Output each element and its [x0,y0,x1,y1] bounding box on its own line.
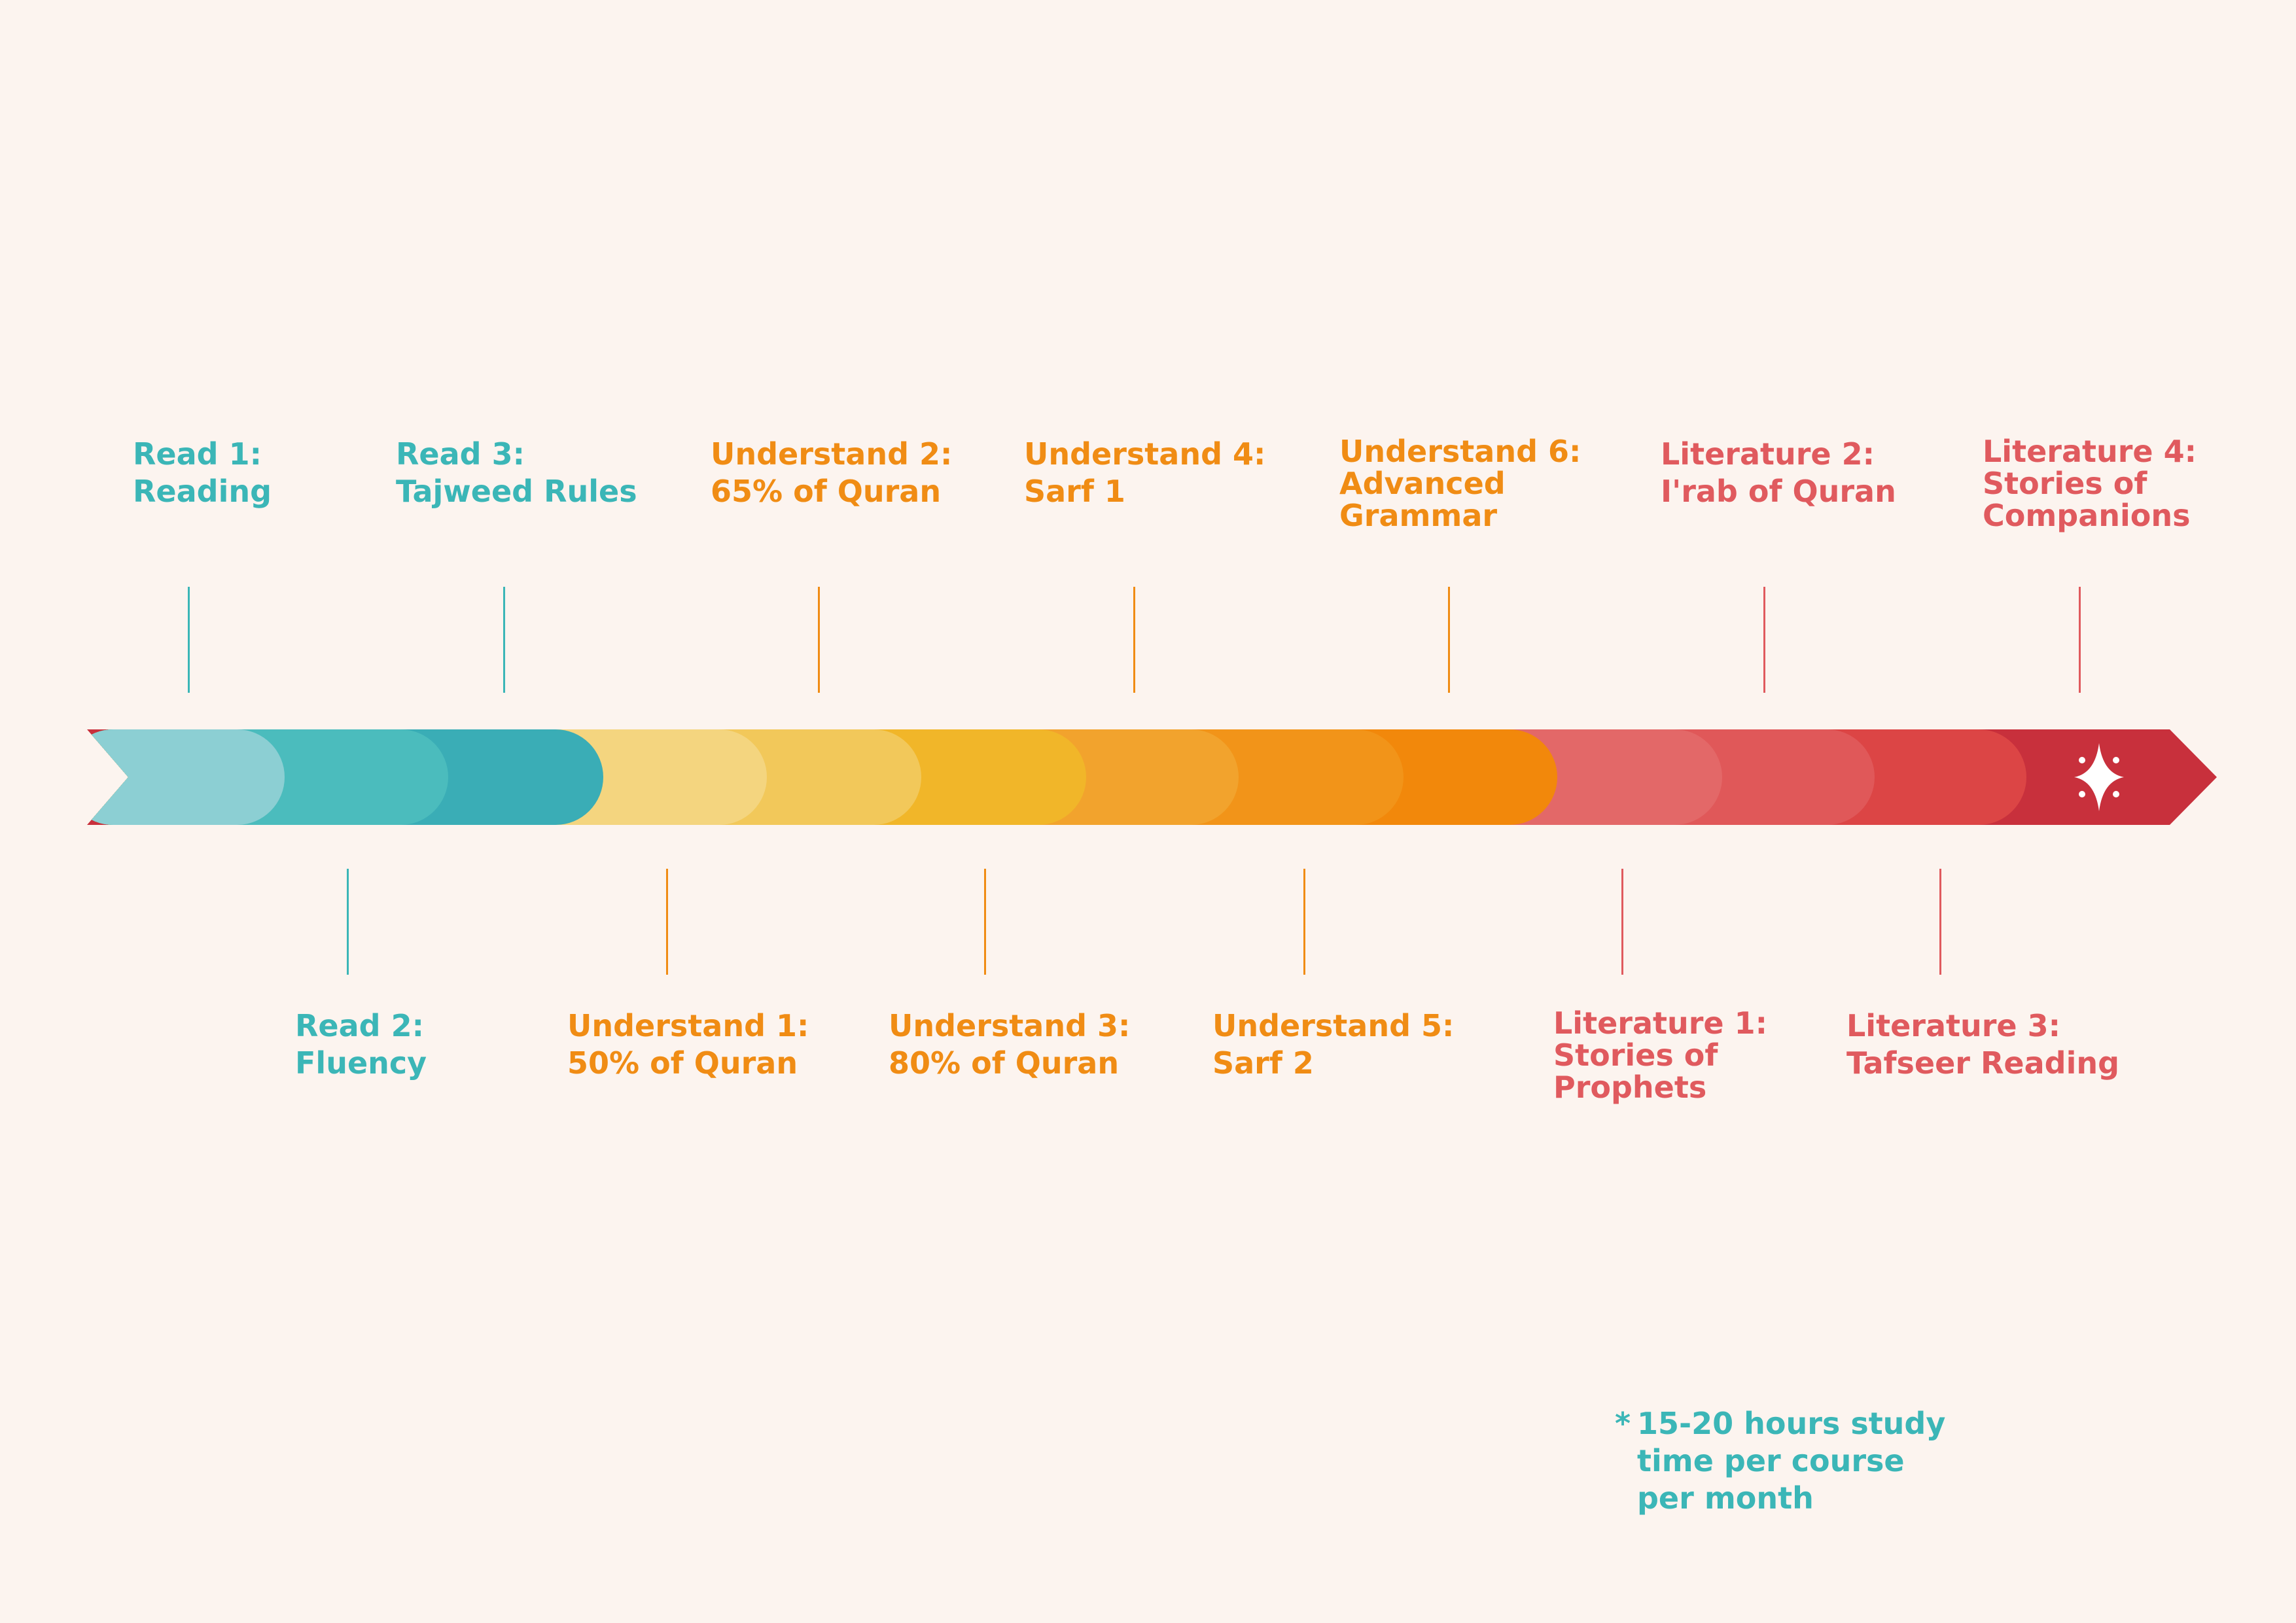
milestone-tick [666,869,668,975]
milestone-tick [1303,869,1305,975]
milestone-tick [984,869,986,975]
milestone-tick [818,587,820,693]
milestone-subtitle: Stories of [1553,1038,1718,1073]
milestone-tick [503,587,505,693]
milestone-title: Understand 5: [1212,1008,1455,1043]
milestone-subtitle: Prophets [1553,1070,1707,1105]
milestone-label: Understand 2: 65% of Quran [711,436,952,510]
milestone-title: Understand 2: [711,436,953,472]
milestone-label: Understand 6: Advanced Grammar [1339,436,1581,532]
milestone-tick [1448,587,1450,693]
milestone-label: Understand 1: 50% of Quran [567,1007,809,1082]
milestone-label: Literature 1: Stories of Prophets [1553,1007,1767,1104]
arrow-segment [87,729,285,825]
milestone-tick [1763,587,1765,693]
sparkle-star-icon [2074,743,2124,811]
milestone-title: Understand 1: [567,1008,809,1043]
milestone-tick [1939,869,1941,975]
milestone-title: Understand 4: [1024,436,1266,472]
milestone-subtitle: 80% of Quran [889,1045,1120,1081]
milestone-label: Literature 2: I'rab of Quran [1661,436,1896,510]
milestone-label: Understand 4: Sarf 1 [1024,436,1265,510]
milestone-label: Understand 5: Sarf 2 [1212,1007,1454,1082]
milestone-subtitle: Tafseer Reading [1846,1045,2120,1081]
milestone-tick [2079,587,2081,693]
milestone-subtitle: I'rab of Quran [1661,474,1896,509]
milestone-title: Understand 6: [1339,434,1581,469]
milestone-title: Literature 3: [1846,1008,2061,1043]
milestone-tick [347,869,349,975]
milestone-label: Read 1: Reading [133,436,272,510]
milestone-title: Read 2: [295,1008,425,1043]
milestone-title: Literature 4: [1983,434,2197,469]
milestone-title: Literature 2: [1661,436,1875,472]
milestone-subtitle: Tajweed Rules [396,474,637,509]
milestone-subtitle: Reading [133,474,272,509]
milestone-subtitle: Sarf 1 [1024,474,1125,509]
milestone-subtitle: Sarf 2 [1212,1045,1314,1081]
milestone-label: Literature 4: Stories of Companions [1983,436,2197,532]
footnote-line: 15-20 hours study [1637,1406,1946,1441]
milestone-title: Read 1: [133,436,262,472]
milestone-title: Literature 1: [1553,1005,1768,1041]
milestone-label: Read 3: Tajweed Rules [396,436,637,510]
footnote-line: time per course [1637,1443,1905,1478]
milestone-tick [1133,587,1135,693]
milestone-subtitle: Advanced [1339,466,1506,501]
milestone-subtitle: Grammar [1339,498,1498,533]
milestone-title: Read 3: [396,436,525,472]
milestone-tick [1621,869,1623,975]
milestone-tick [188,587,190,693]
milestone-subtitle: Fluency [295,1045,427,1081]
milestone-title: Understand 3: [889,1008,1131,1043]
footnote-line: per month [1637,1480,1814,1516]
milestone-label: Understand 3: 80% of Quran [889,1007,1130,1082]
milestone-label: Read 2: Fluency [295,1007,427,1082]
footnote-marker: * [1615,1406,1631,1441]
milestone-subtitle: Companions [1983,498,2191,533]
milestone-label: Literature 3: Tafseer Reading [1846,1007,2119,1082]
milestone-subtitle: 65% of Quran [711,474,942,509]
milestone-subtitle: Stories of [1983,466,2147,501]
milestone-subtitle: 50% of Quran [567,1045,798,1081]
